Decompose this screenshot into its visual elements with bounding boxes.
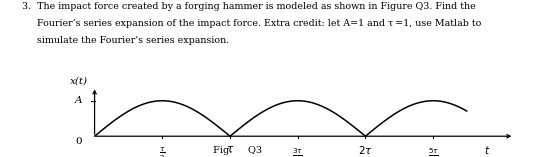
Text: $\frac{\tau}{2}$: $\frac{\tau}{2}$	[159, 146, 166, 157]
Text: 3.  The impact force created by a forging hammer is modeled as shown in Figure Q: 3. The impact force created by a forging…	[22, 2, 475, 11]
Text: $\tau$: $\tau$	[226, 144, 234, 154]
Text: $2\tau$: $2\tau$	[358, 144, 373, 156]
Text: Fig.     Q3: Fig. Q3	[213, 146, 262, 155]
Text: $t$: $t$	[484, 144, 490, 156]
Text: $\frac{5\tau}{2}$: $\frac{5\tau}{2}$	[428, 146, 438, 157]
Text: $\frac{3\tau}{2}$: $\frac{3\tau}{2}$	[292, 146, 303, 157]
Text: A: A	[75, 96, 83, 105]
Text: simulate the Fourier’s series expansion.: simulate the Fourier’s series expansion.	[22, 36, 229, 45]
Text: x(t): x(t)	[70, 77, 88, 86]
Text: 0: 0	[76, 137, 82, 146]
Text: Fourier’s series expansion of the impact force. Extra credit: let A=1 and τ =1, : Fourier’s series expansion of the impact…	[22, 19, 481, 28]
